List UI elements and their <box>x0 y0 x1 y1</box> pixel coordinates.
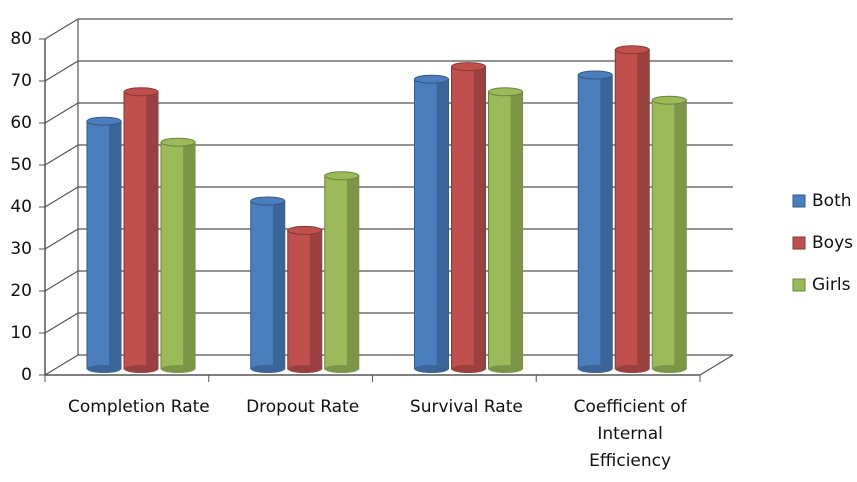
bar-shade <box>674 100 687 369</box>
bar-base <box>578 365 613 373</box>
x-tick-label: Dropout Rate <box>246 397 360 417</box>
grid-slant <box>44 312 79 334</box>
y-tick-label: 30 <box>10 239 32 259</box>
y-tick-label: 40 <box>10 197 32 217</box>
bar-top <box>414 74 449 84</box>
bar-top <box>577 70 613 80</box>
bar-shade <box>600 75 613 369</box>
grid-slant <box>44 60 79 82</box>
bar-base <box>161 365 195 373</box>
legend-swatch <box>792 236 806 250</box>
bar-base <box>124 365 158 373</box>
bar-shade <box>272 201 285 369</box>
bar-base <box>287 365 322 373</box>
y-tick-label: 70 <box>10 71 32 91</box>
bar-top <box>287 225 323 235</box>
bar-shade <box>637 49 650 370</box>
bar-top <box>614 45 650 55</box>
bar-top <box>160 137 196 147</box>
legend-swatch <box>792 194 806 208</box>
bar-base <box>414 365 449 373</box>
grid-slant <box>44 186 79 208</box>
bar-top <box>651 95 687 105</box>
bar-base <box>652 365 687 373</box>
legend-swatch <box>792 278 806 292</box>
x-tick-label: Coefficient of Internal Efficiency <box>573 397 687 471</box>
bar-shade <box>309 230 322 369</box>
bar-top <box>86 116 122 126</box>
grid-slant <box>44 144 79 166</box>
bar-shade <box>510 91 523 370</box>
bar-top <box>250 196 286 206</box>
bar-shade <box>436 79 449 369</box>
bar-shade <box>183 142 195 369</box>
y-tick-label: 20 <box>10 281 32 301</box>
bar-base <box>250 365 285 373</box>
bar-shade <box>346 175 359 369</box>
grid-slant <box>44 270 79 292</box>
bar-top <box>488 87 523 97</box>
y-tick-label: 50 <box>10 155 32 175</box>
bar-top <box>451 62 486 72</box>
bar-base <box>87 365 121 373</box>
bar-base <box>615 365 650 373</box>
bar-top <box>123 87 159 97</box>
legend-label: Girls <box>812 275 851 295</box>
grid-slant <box>44 228 79 250</box>
y-tick-label: 10 <box>10 323 32 343</box>
grid-slant <box>44 354 79 376</box>
bar-base <box>488 365 523 373</box>
grid-slant <box>44 102 79 124</box>
x-tick-label: Completion Rate <box>67 397 210 417</box>
bar-base <box>451 365 486 373</box>
y-tick-label: 60 <box>10 113 32 133</box>
y-tick-label: 0 <box>21 365 32 385</box>
floor-right <box>699 354 734 376</box>
legend-label: Both <box>812 191 852 211</box>
x-tick-label: Survival Rate <box>409 397 523 417</box>
bar-top <box>324 171 360 181</box>
bar-shade <box>473 66 486 369</box>
y-tick-label: 80 <box>10 29 32 49</box>
grid-slant <box>44 18 79 40</box>
bar-shade <box>146 91 158 370</box>
bar-shade <box>109 121 121 369</box>
legend-label: Boys <box>812 233 853 253</box>
bar-base <box>324 365 359 373</box>
